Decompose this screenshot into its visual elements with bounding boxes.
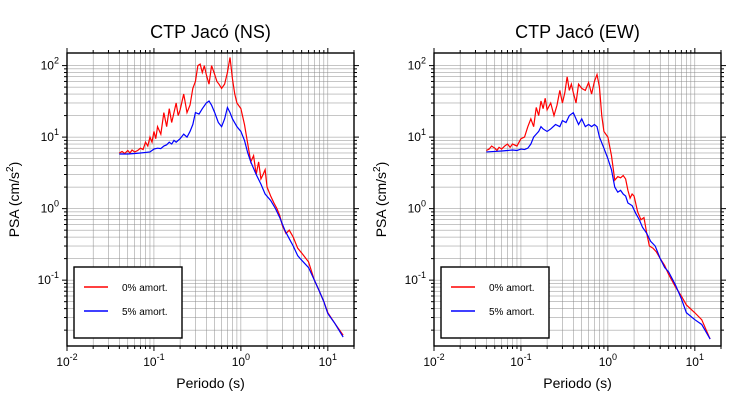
series-line-damping-0 [486,72,711,340]
y-tick-label: 101 [41,127,59,144]
y-tick-label: 101 [408,127,426,144]
x-tick-label: 10-1 [143,352,164,369]
tick-marks [62,48,359,351]
plot-frame [66,52,355,347]
legend: 0% amort. 5% amort. [73,266,183,339]
tick-marks [429,48,726,351]
chart-title: CTP Jacó (NS) [150,22,271,42]
x-tick-label: 100 [599,352,617,369]
legend: 0% amort. 5% amort. [440,266,550,339]
legend-label: 5% amort. [122,307,168,318]
y-tick-label: 100 [408,199,426,216]
chart-title: CTP Jacó (EW) [515,22,640,42]
x-tick-label: 10-1 [510,352,531,369]
series-line-damping-5 [119,100,344,338]
x-tick-label: 100 [232,352,250,369]
x-tick-label: 10-2 [423,352,444,369]
y-axis-label: PSA (cm/s2) [5,162,22,238]
y-axis-label: PSA (cm/s2) [372,162,389,238]
y-tick-label: 10-1 [405,270,426,287]
chart-ew: CTP Jacó (EW) 10-2 10-1 100 101 10-1 100 101 10… [372,22,726,391]
legend-box [440,266,550,339]
y-tick-label: 102 [41,56,59,73]
plot-frame [433,52,722,347]
x-tick-label: 101 [319,352,337,369]
legend-label: 0% amort. [489,283,535,294]
chart-ns: CTP Jacó (NS) 10-2 10-1 100 101 10-1 100 101 10… [5,22,359,391]
x-axis-label: Periodo (s) [543,375,611,391]
legend-label: 5% amort. [489,307,535,318]
y-tick-label: 100 [41,199,59,216]
x-tick-label: 101 [686,352,704,369]
legend-label: 0% amort. [122,283,168,294]
series-line-damping-5 [486,111,711,340]
legend-box [73,266,183,339]
y-tick-label: 10-1 [38,270,59,287]
y-tick-label: 102 [408,56,426,73]
grid [433,53,722,346]
x-axis-label: Periodo (s) [176,375,244,391]
x-tick-label: 10-2 [56,352,77,369]
